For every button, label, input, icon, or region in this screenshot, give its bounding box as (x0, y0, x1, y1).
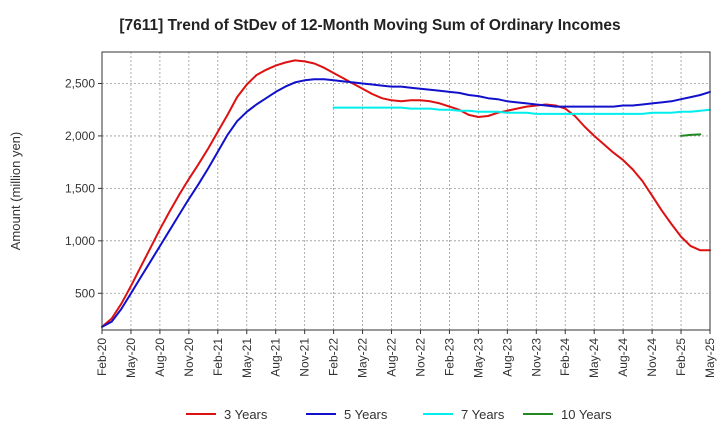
series-line-10-years (680, 133, 702, 137)
x-tick-label: Feb-21 (211, 338, 225, 376)
y-axis-label: Amount (million yen) (8, 132, 23, 251)
y-axis-ticks: 500 1,000 1,500 2,000 2,500 (65, 76, 102, 300)
x-tick-label: Feb-23 (442, 338, 456, 376)
x-tick-label: Feb-24 (558, 338, 572, 376)
x-tick-label: Aug-22 (385, 338, 399, 377)
x-tick-label: Nov-21 (298, 338, 312, 377)
series-line-5-years (101, 78, 711, 328)
x-tick-label: May-25 (703, 338, 717, 378)
x-tick-label: Nov-23 (529, 338, 543, 377)
y-tick-label: 500 (75, 286, 95, 300)
x-tick-label: Feb-20 (95, 338, 109, 376)
x-tick-label: Nov-22 (413, 338, 427, 377)
y-tick-label: 2,500 (65, 76, 95, 90)
x-tick-label: Aug-24 (616, 338, 630, 377)
x-tick-label: May-24 (587, 338, 601, 378)
y-tick-label: 2,000 (65, 129, 95, 143)
x-tick-label: Nov-20 (182, 338, 196, 377)
legend-item: 10 Years (523, 407, 612, 422)
y-tick-label: 1,500 (65, 181, 95, 195)
x-tick-label: May-22 (356, 338, 370, 378)
x-tick-label: Aug-21 (269, 338, 283, 377)
x-tick-label: Aug-20 (153, 338, 167, 377)
series-layer (101, 59, 711, 328)
legend-label: 5 Years (344, 407, 388, 422)
plot-area (102, 52, 710, 330)
x-tick-label: May-21 (240, 338, 254, 378)
legend-item: 5 Years (306, 407, 388, 422)
x-tick-label: Aug-23 (500, 338, 514, 377)
series-line-7-years (332, 106, 711, 115)
series-line-3-years (101, 59, 711, 328)
legend-item: 7 Years (423, 407, 505, 422)
plot-border (101, 51, 711, 331)
legend-item: 3 Years (186, 407, 268, 422)
grid-layer (102, 52, 710, 330)
x-tick-label: Feb-22 (327, 338, 341, 376)
x-tick-label: May-20 (124, 338, 138, 378)
legend: 3 Years 5 Years 7 Years 10 Years (186, 407, 612, 422)
y-tick-label: 1,000 (65, 234, 95, 248)
x-tick-label: Feb-25 (674, 338, 688, 376)
legend-label: 3 Years (224, 407, 268, 422)
chart-title: [7611] Trend of StDev of 12-Month Moving… (119, 17, 620, 34)
x-axis-ticks: Feb-20 May-20 Aug-20 Nov-20 Feb-21 May-21 Aug-… (95, 330, 717, 378)
x-tick-label: May-23 (471, 338, 485, 378)
x-tick-label: Nov-24 (645, 338, 659, 377)
legend-label: 7 Years (461, 407, 505, 422)
legend-label: 10 Years (561, 407, 612, 422)
